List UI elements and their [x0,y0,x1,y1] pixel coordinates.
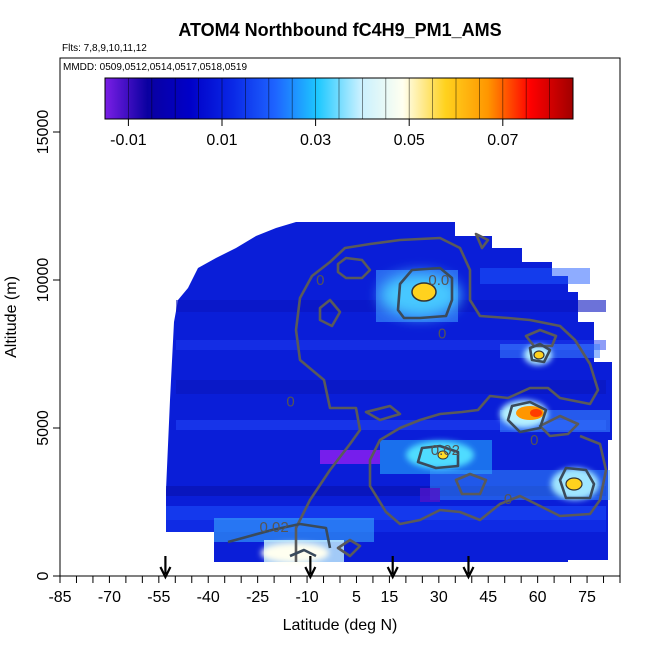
x-tick-label: 5 [352,589,361,606]
contour-label: 0.0 [428,272,449,289]
flight-arrow [462,556,475,580]
band [176,420,606,430]
flights-subtitle: Flts: 7,8,9,10,11,12 [62,43,147,54]
contour-label: 0 [286,393,294,410]
x-axis-label: Latitude (deg N) [283,617,398,634]
band [320,450,380,464]
contour-zero [294,236,608,562]
heatmap-field: 0.02 0.02 0.0 0 0 0 0 0 [166,222,612,563]
y-axis: 0 5000 10000 15000 [35,110,60,580]
x-axis: -85 -70 -55 -40 -25 -10 5 15 30 45 60 75 [48,576,621,606]
contour-002 [506,400,548,434]
contour-label: 0.02 [260,519,289,536]
contour-zero [318,298,342,328]
y-tick-label: 15000 [35,110,52,155]
colorbar-tick-label: 0.07 [487,132,518,149]
contour-lines [294,232,608,562]
colorbar-tick-label: 0.03 [300,132,331,149]
x-tick-label: -55 [147,589,170,606]
flight-arrow [159,556,172,580]
hotspot-core [530,409,542,417]
x-tick-label: 60 [529,589,547,606]
y-axis-label: Altitude (m) [3,276,20,358]
contour-002 [558,466,596,500]
x-tick-label: -70 [98,589,121,606]
hotspot-core [411,282,437,302]
colorbar: -0.01 0.01 0.03 0.05 0.07 [104,77,574,149]
dates-subtitle: MMDD: 0509,0512,0514,0517,0518,0519 [63,62,247,73]
flight-arrow [386,556,399,580]
band [420,488,440,502]
hotspot-core [533,350,545,360]
contour-002 [528,342,552,364]
contour-zero [336,538,362,558]
contour-zero [454,472,488,496]
band [176,380,606,394]
x-tick-label: 30 [430,589,448,606]
x-tick-label: -40 [197,589,220,606]
x-tick-label: -10 [295,589,318,606]
colorbar-tick-label: -0.01 [110,132,147,149]
contour-002 [416,444,460,470]
colorbar-tick-label: 0.01 [206,132,237,149]
hotspot-core [565,477,583,491]
contour-label: 0 [530,432,538,449]
contour-zero [524,328,558,348]
contour-002 [227,522,332,549]
band [166,486,606,496]
flight-arrow [304,556,317,580]
y-tick-label: 10000 [35,258,52,303]
y-tick-label: 0 [35,571,52,580]
contour-label: 0 [438,325,446,342]
hotspot-core [437,450,449,460]
contour-zero [538,414,580,438]
y-tick-label: 5000 [35,410,52,446]
chart-title: ATOM4 Northbound fC4H9_PM1_AMS [178,20,501,40]
band [480,268,590,284]
band [176,340,606,350]
colorbar-tick-label: 0.05 [394,132,425,149]
contour-label: 0.02 [431,442,460,459]
x-tick-label: 75 [578,589,596,606]
x-tick-label: 45 [479,589,497,606]
contour-002 [396,266,454,320]
x-tick-label: 15 [381,589,399,606]
contour-zero [364,404,402,422]
x-tick-label: -85 [48,589,71,606]
contour-zero [474,232,490,250]
contour-label: 0 [504,491,512,508]
contour-zero [336,256,372,280]
x-tick-label: -25 [246,589,269,606]
contour-labels: 0.02 0.02 0.0 0 0 0 0 0 [260,272,539,536]
flight-arrows [159,556,475,580]
contour-lines-high [227,266,596,558]
contour-label: 0 [316,272,324,289]
contour-002 [289,548,317,558]
